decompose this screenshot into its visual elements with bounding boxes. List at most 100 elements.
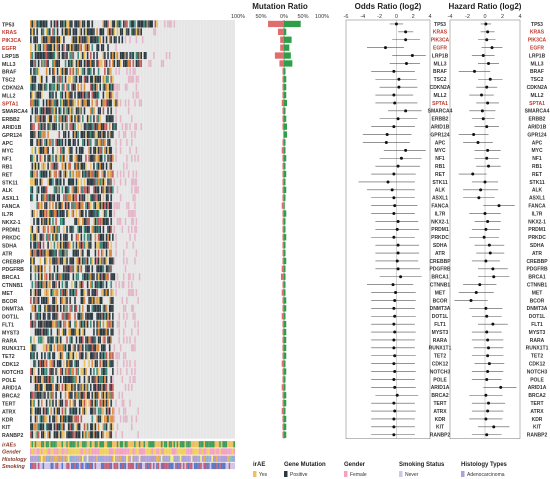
mutation-cell xyxy=(83,217,86,225)
mutation-cell xyxy=(130,383,133,391)
mutation-cell xyxy=(102,352,105,360)
hazard-label-ATRX: ATRX xyxy=(530,409,544,415)
annotation-cell xyxy=(48,455,51,462)
mutation-cell xyxy=(36,178,38,186)
track-label-histology: Histology xyxy=(2,457,28,463)
mutation-cell xyxy=(36,52,38,60)
legend-title-smoking: Smoking Status xyxy=(399,462,445,468)
annotation-cell xyxy=(83,448,86,455)
mutation-cell xyxy=(94,178,97,186)
mutation-cell xyxy=(134,20,136,28)
mutation-cell xyxy=(96,368,98,376)
odds-label-RARA: RARA xyxy=(433,338,448,344)
point-DOT1L xyxy=(485,314,489,318)
mutation-cell xyxy=(100,123,103,131)
odds-label-APC: APC xyxy=(435,140,446,146)
mutation-cell xyxy=(58,170,61,178)
mutation-cell xyxy=(86,344,89,352)
bar-negative-MET xyxy=(281,289,284,296)
mutation-cell xyxy=(102,202,105,210)
mutation-cell xyxy=(112,312,114,320)
gene-label-STK11: STK11 xyxy=(2,180,18,186)
mutation-cell xyxy=(42,423,45,431)
odds-label-BRCA2: BRCA2 xyxy=(431,393,448,399)
mutation-cell xyxy=(39,20,42,28)
annotation-cell xyxy=(104,448,106,455)
hazard-label-KDR: KDR xyxy=(532,417,543,423)
mutation-cell xyxy=(30,44,32,52)
annotation-cell xyxy=(119,441,122,448)
mutation-cell xyxy=(113,178,116,186)
annotation-cell xyxy=(140,448,143,455)
annotation-cell xyxy=(83,441,86,448)
mutation-cell xyxy=(47,44,49,52)
mutation-cell xyxy=(39,202,42,210)
mutation-cell xyxy=(107,107,109,115)
mutation-cell xyxy=(53,67,56,75)
mutation-cell xyxy=(91,178,94,186)
mutation-cell xyxy=(83,186,86,194)
mutation-cell xyxy=(89,52,92,60)
bar-negative-CDKN2A xyxy=(282,84,284,91)
mutation-cell xyxy=(58,431,61,439)
hazard-label-PDGFRB: PDGFRB xyxy=(526,267,548,273)
annotation-cell xyxy=(78,441,81,448)
mutation-cell xyxy=(74,328,76,336)
annotation-cell xyxy=(181,462,184,470)
mutation-cell xyxy=(47,162,49,170)
hazard-label-BCOR: BCOR xyxy=(530,298,545,304)
mutation-cell xyxy=(96,296,98,304)
mutation-cell xyxy=(93,407,95,415)
mutation-cell xyxy=(112,170,114,178)
mutation-cell xyxy=(71,415,73,423)
mutation-cell xyxy=(80,249,83,257)
annotation-cell xyxy=(52,455,54,462)
mutation-cell xyxy=(67,241,70,249)
mutation-cell xyxy=(48,28,51,36)
mutation-cell xyxy=(72,52,75,60)
mutation-cell xyxy=(72,225,75,233)
mutation-cell xyxy=(118,352,120,360)
mutation-cell xyxy=(75,257,78,265)
mutation-cell xyxy=(116,360,119,368)
mutation-cell xyxy=(44,146,46,154)
mutation-cell xyxy=(63,44,65,52)
annotation-cell xyxy=(164,441,166,448)
mutation-cell xyxy=(96,399,98,407)
mutation-cell xyxy=(108,391,111,399)
mutation-cell xyxy=(58,344,61,352)
mutation-cell xyxy=(110,273,113,281)
mutation-cell xyxy=(74,186,76,194)
mutation-cell xyxy=(42,123,45,131)
annotation-cell xyxy=(99,448,102,455)
gene-label-ALK: ALK xyxy=(2,188,13,194)
mutation-cell xyxy=(75,249,78,257)
mutation-cell xyxy=(116,59,119,67)
mutation-cell xyxy=(78,391,81,399)
mutation-cell xyxy=(36,265,38,273)
annotation-cell xyxy=(203,455,206,462)
mutation-cell xyxy=(86,44,89,52)
mutation-cell xyxy=(45,99,48,107)
bar-negative-ERBB2 xyxy=(282,115,284,122)
mutation-cell xyxy=(78,336,81,344)
mutation-cell xyxy=(126,336,128,344)
mutation-cell xyxy=(71,328,73,336)
annotation-cell xyxy=(197,448,199,455)
annotation-cell xyxy=(201,448,204,455)
annotation-cell xyxy=(77,455,79,462)
track-gender xyxy=(30,448,236,455)
mutation-cell xyxy=(112,28,114,36)
annotation-cell xyxy=(140,441,143,448)
mutation-cell xyxy=(94,123,97,131)
mutation-cell xyxy=(64,107,67,115)
mutation-cell xyxy=(41,123,43,131)
mutation-cell xyxy=(83,170,86,178)
mutation-cell xyxy=(34,36,37,44)
mutation-cell xyxy=(108,210,111,218)
mutation-cell xyxy=(31,304,34,312)
mutation-cell xyxy=(59,146,62,154)
mutation-cell xyxy=(42,131,45,139)
odds-label-BCOR: BCOR xyxy=(433,298,448,304)
mutation-cell xyxy=(104,83,106,91)
